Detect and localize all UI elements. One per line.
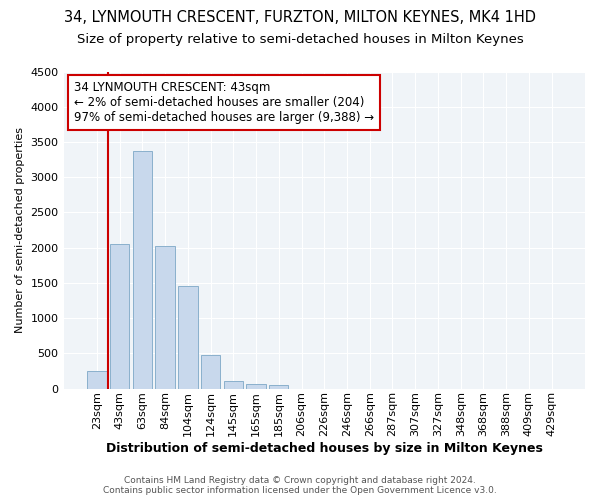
Bar xyxy=(110,244,130,388)
Bar xyxy=(269,384,289,388)
Bar xyxy=(247,384,266,388)
Bar xyxy=(87,371,107,388)
Text: 34 LYNMOUTH CRESCENT: 43sqm
← 2% of semi-detached houses are smaller (204)
97% o: 34 LYNMOUTH CRESCENT: 43sqm ← 2% of semi… xyxy=(74,81,374,124)
Bar xyxy=(224,382,243,388)
Bar xyxy=(178,286,197,389)
Text: 34, LYNMOUTH CRESCENT, FURZTON, MILTON KEYNES, MK4 1HD: 34, LYNMOUTH CRESCENT, FURZTON, MILTON K… xyxy=(64,10,536,25)
Y-axis label: Number of semi-detached properties: Number of semi-detached properties xyxy=(15,127,25,333)
X-axis label: Distribution of semi-detached houses by size in Milton Keynes: Distribution of semi-detached houses by … xyxy=(106,442,543,455)
Bar xyxy=(201,356,220,388)
Text: Size of property relative to semi-detached houses in Milton Keynes: Size of property relative to semi-detach… xyxy=(77,32,523,46)
Text: Contains HM Land Registry data © Crown copyright and database right 2024.
Contai: Contains HM Land Registry data © Crown c… xyxy=(103,476,497,495)
Bar xyxy=(133,151,152,388)
Bar xyxy=(155,246,175,388)
